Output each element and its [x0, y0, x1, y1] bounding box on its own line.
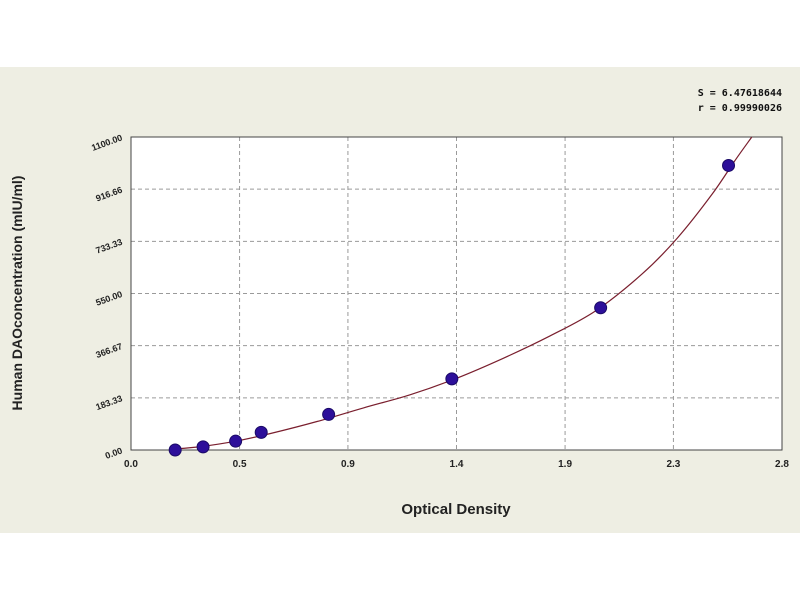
y-tick-label: 916.66: [94, 185, 123, 204]
y-tick-label: 550.00: [94, 289, 123, 308]
x-axis-ticks: 0.0 0.5 0.9 1.4 1.9 2.3 2.8: [124, 459, 789, 470]
x-tick-label: 2.3: [666, 459, 680, 470]
data-points: [168, 158, 736, 457]
data-point: [229, 434, 243, 448]
y-tick-label: 183.33: [94, 393, 123, 412]
y-axis-title: Human DAOconcentration (mIU/ml): [9, 176, 25, 411]
fit-statistic-s: S = 6.47618644: [697, 88, 782, 99]
plot-frame: [130, 136, 783, 451]
data-point: [322, 407, 336, 421]
y-tick-label: 733.33: [94, 237, 123, 256]
x-tick-label: 0.5: [233, 459, 247, 470]
fit-curve: [172, 136, 753, 450]
y-tick-label: 0.00: [104, 445, 124, 460]
y-tick-label: 1100.00: [90, 132, 124, 152]
y-tick-label: 366.67: [94, 341, 123, 360]
x-tick-label: 2.8: [775, 459, 789, 470]
x-tick-label: 1.4: [450, 459, 464, 470]
grid-lines: [131, 137, 782, 450]
data-point: [168, 443, 182, 457]
data-point: [254, 425, 268, 439]
x-axis-title: Optical Density: [401, 501, 511, 518]
data-point: [594, 301, 608, 315]
fit-statistic-r: r = 0.99990026: [697, 103, 782, 114]
x-tick-label: 1.9: [558, 459, 572, 470]
data-point: [445, 372, 459, 386]
x-tick-label: 0.9: [341, 459, 355, 470]
y-axis-ticks: 0.00 183.33 366.67 550.00 733.33 916.66 1100.0…: [90, 132, 124, 460]
x-tick-label: 0.0: [124, 459, 138, 470]
data-point: [722, 158, 736, 172]
data-point: [196, 440, 210, 454]
